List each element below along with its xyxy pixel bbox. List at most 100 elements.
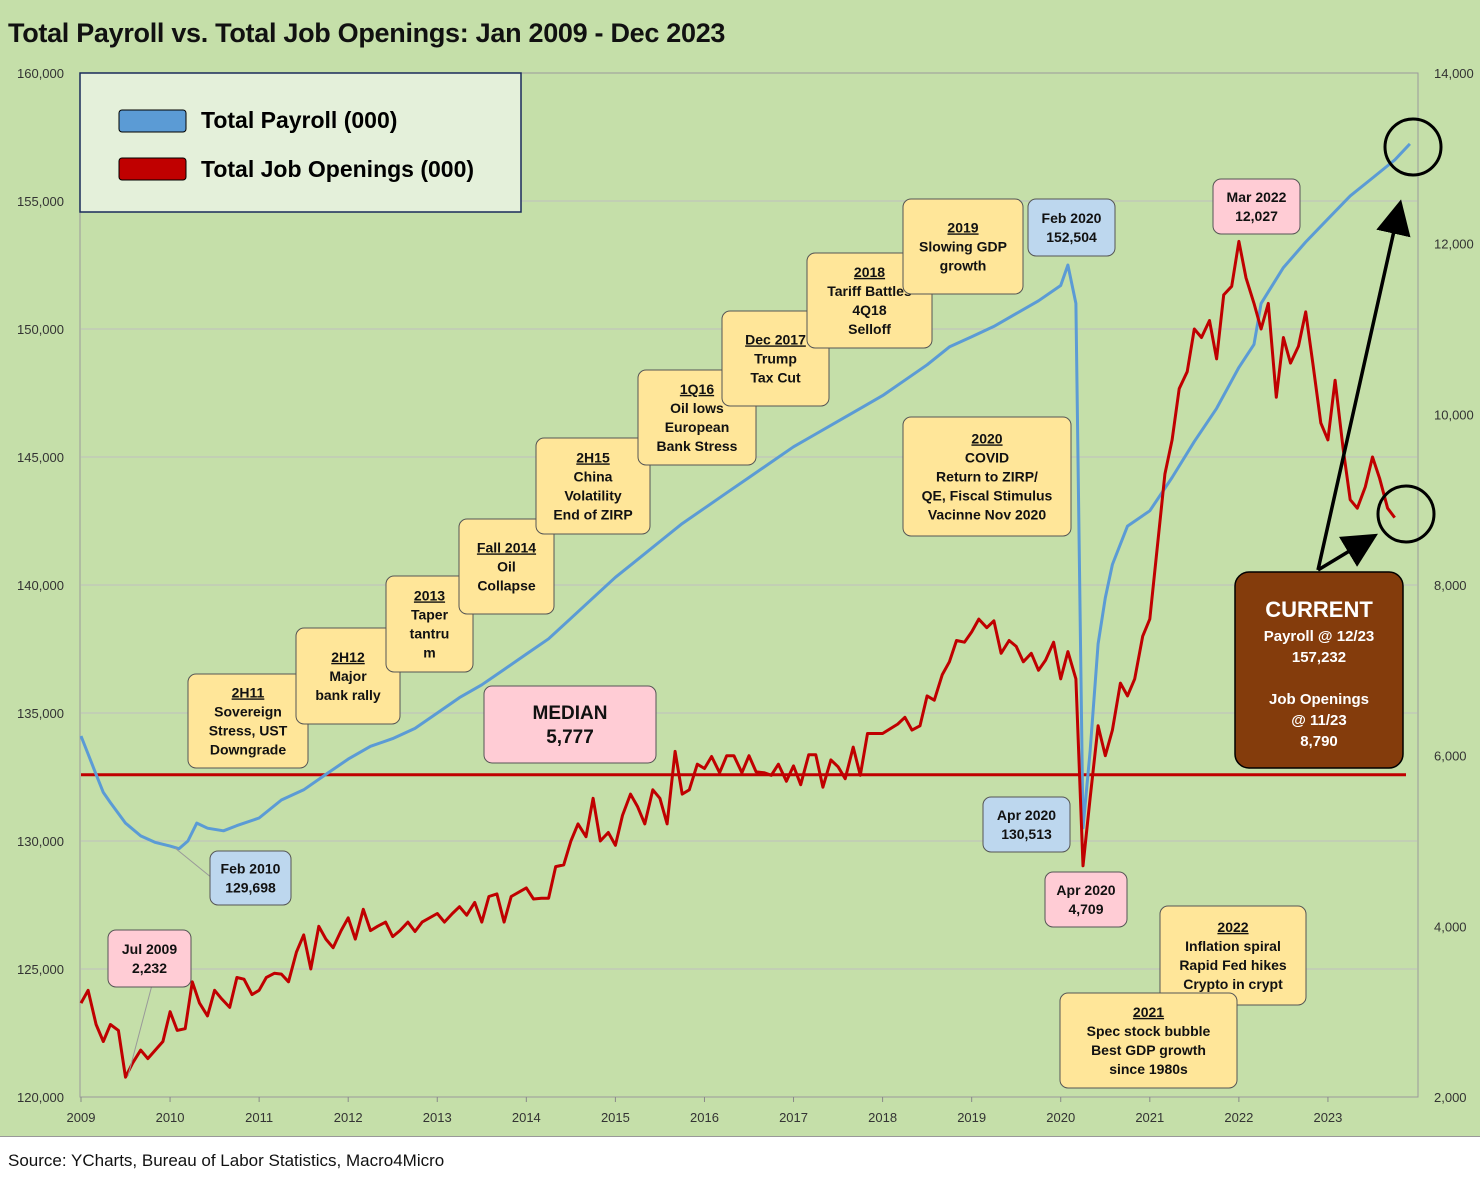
- annotation-text: Apr 2020: [997, 807, 1056, 823]
- annotation-text: QE, Fiscal Stimulus: [922, 487, 1053, 503]
- x-axis: 2009 2010 2011 2012 2013 2014 2015 2016 2017 2018…: [67, 1097, 1342, 1125]
- annotation-text: Collapse: [477, 577, 536, 593]
- annotation-text: Fall 2014: [477, 539, 536, 555]
- y-right-tick-label: 6,000: [1434, 749, 1467, 764]
- annotation-text: European: [665, 419, 730, 435]
- annotation-box: [806, 252, 933, 349]
- plot-frame: [79, 72, 1419, 1098]
- arrow-to-openings: [1317, 533, 1378, 572]
- x-tick-label: 2010: [156, 1110, 185, 1125]
- x-tick-label: 2021: [1135, 1110, 1164, 1125]
- series-line-openings: [79, 239, 1396, 1079]
- annotation-text: COVID: [965, 449, 1009, 465]
- annotation-text: Spec stock bubble: [1087, 1023, 1211, 1039]
- legend-label-payroll: Total Payroll (000): [201, 107, 397, 133]
- annotation-text: China: [574, 468, 613, 484]
- annotation-2h15: 2H15 China Volatility End of ZIRP: [535, 437, 651, 535]
- annotation-text: MEDIAN: [533, 703, 608, 724]
- annotation-text: Vacinne Nov 2020: [928, 506, 1047, 522]
- annotation-text: bank rally: [315, 687, 381, 703]
- annotation-2h12: 2H12 Major bank rally: [295, 627, 401, 725]
- x-tick-label: 2009: [67, 1110, 96, 1125]
- annotation-text: Feb 2010: [221, 860, 281, 876]
- annotation-box: [385, 575, 474, 673]
- annotation-median: MEDIAN 5,777: [483, 685, 657, 764]
- current-line: 157,232: [1292, 649, 1346, 666]
- legend-box: [79, 72, 522, 213]
- annotation-box: [1044, 871, 1128, 928]
- x-tick-label: 2015: [601, 1110, 630, 1125]
- annotation-text: 2018: [854, 264, 885, 280]
- source-note: Source: YCharts, Bureau of Labor Statist…: [8, 1151, 445, 1170]
- annotation-feb2020: Feb 2020 152,504: [1027, 198, 1116, 257]
- annotation-text: Volatility: [564, 487, 622, 503]
- annotation-text: Oil: [497, 558, 516, 574]
- annotation-text: 2,232: [132, 960, 167, 976]
- annotation-text: 2H11: [232, 684, 265, 700]
- annotation-dec2017: Dec 2017 Trump Tax Cut: [721, 310, 830, 407]
- y-left-tick-label: 130,000: [17, 834, 64, 849]
- x-tick-label: 2012: [334, 1110, 363, 1125]
- annotation-text: m: [423, 644, 435, 660]
- annotation-text: tantru: [410, 625, 450, 641]
- y-right-tick-label: 12,000: [1434, 237, 1474, 252]
- y-axis-left: 120,000 125,000 130,000 135,000 140,000 145,0…: [17, 66, 64, 1105]
- x-tick-label: 2022: [1224, 1110, 1253, 1125]
- annotation-box: [902, 198, 1024, 295]
- annotation-text: 2020: [971, 430, 1002, 446]
- series-layer: [79, 142, 1411, 1079]
- current-title: CURRENT: [1265, 597, 1373, 622]
- current-line: 8,790: [1300, 733, 1338, 750]
- y-right-tick-label: 8,000: [1434, 578, 1467, 593]
- legend-label-openings: Total Job Openings (000): [201, 156, 474, 182]
- annotation-text: 2019: [947, 219, 978, 235]
- annotation-text: 152,504: [1046, 229, 1097, 245]
- annotation-text: Oil lows: [670, 400, 724, 416]
- annotation-box: [982, 796, 1071, 853]
- annotation-text: Taper: [411, 606, 449, 622]
- annotation-text: Feb 2020: [1042, 210, 1102, 226]
- current-line: Payroll @ 12/23: [1264, 628, 1375, 645]
- annotation-box: [107, 929, 192, 988]
- annotation-apr2020p: Apr 2020 130,513: [982, 796, 1071, 853]
- x-tick-label: 2019: [957, 1110, 986, 1125]
- annotation-box: [458, 518, 555, 615]
- y-left-tick-label: 120,000: [17, 1090, 64, 1105]
- annotation-box: [209, 850, 292, 906]
- y-left-tick-label: 160,000: [17, 66, 64, 81]
- x-tick-label: 2014: [512, 1110, 541, 1125]
- annotation-2022: 2022 Inflation spiral Rapid Fed hikes Crypt…: [1159, 905, 1307, 1006]
- y-left-tick-label: 155,000: [17, 194, 64, 209]
- connector-jul2009: [127, 984, 153, 1077]
- x-tick-label: 2011: [245, 1110, 273, 1125]
- y-left-tick-label: 135,000: [17, 706, 64, 721]
- annotation-feb2010: Feb 2010 129,698: [209, 850, 292, 906]
- annotation-text: 2H12: [331, 649, 365, 665]
- annotation-text: Trump: [754, 350, 797, 366]
- annotation-text: Dec 2017: [745, 331, 806, 347]
- annotation-text: Selloff: [848, 321, 891, 337]
- annotation-text: Apr 2020: [1056, 882, 1115, 898]
- annotation-text: growth: [940, 257, 987, 273]
- annotation-text: Rapid Fed hikes: [1179, 957, 1287, 973]
- annotation-layer: Jul 2009 2,232 Feb 2010 129,698 2H11 Sovereig…: [107, 178, 1307, 1089]
- annotation-text: Sovereign: [214, 703, 282, 719]
- annotation-covid: 2020 COVID Return to ZIRP/QE, Fiscal Stimu…: [902, 416, 1072, 537]
- annotation-text: since 1980s: [1109, 1061, 1188, 1077]
- annotation-text: 1Q16: [680, 381, 714, 397]
- annotation-box: [721, 310, 830, 407]
- annotation-text: Slowing GDP: [919, 238, 1007, 254]
- annotation-connectors: [127, 847, 213, 1077]
- legend: Total Payroll (000) Total Job Openings (…: [79, 72, 522, 213]
- legend-swatch-payroll: [118, 109, 187, 133]
- y-right-tick-label: 10,000: [1434, 407, 1474, 422]
- y-left-tick-label: 140,000: [17, 578, 64, 593]
- annotation-text: Crypto in crypt: [1183, 976, 1283, 992]
- annotation-text: Jul 2009: [122, 941, 177, 957]
- annotation-text: Mar 2022: [1227, 189, 1287, 205]
- current-line: Job Openings: [1269, 691, 1369, 708]
- annotation-text: Stress, UST: [209, 722, 288, 738]
- annotation-text: 2H15: [576, 449, 610, 465]
- annotation-text: 130,513: [1001, 826, 1052, 842]
